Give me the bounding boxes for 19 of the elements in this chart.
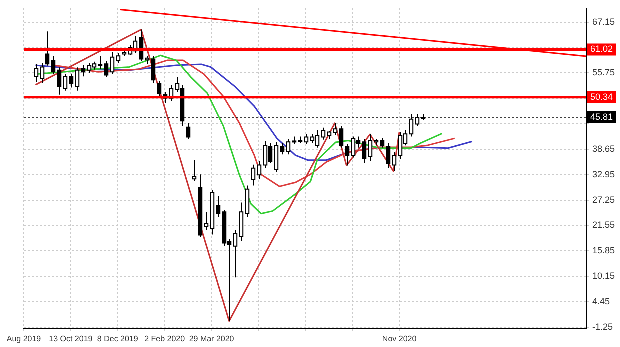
y-tick-label: 38.65 <box>592 144 616 154</box>
x-tick-label: 2 Feb 2020 <box>144 334 186 344</box>
y-tick-label: 10.15 <box>592 270 616 281</box>
ref-line-label: 50.34 <box>590 92 614 102</box>
x-tick-label: Nov 2020 <box>382 334 418 344</box>
x-tick-label: 13 Oct 2019 <box>49 334 94 344</box>
y-tick-label: 27.25 <box>592 194 616 205</box>
ref-line-label: 61.02 <box>590 44 614 54</box>
y-tick-label: 55.75 <box>592 68 616 78</box>
y-tick-label: 32.95 <box>592 169 616 180</box>
y-tick-label: 15.85 <box>592 246 616 256</box>
x-tick-label: 8 Dec 2019 <box>97 334 139 344</box>
ref-line-label: 45.81 <box>590 112 614 122</box>
y-tick-label: -1.25 <box>592 322 613 332</box>
y-tick-label: 21.55 <box>592 220 616 230</box>
x-tick-label: 29 Mar 2020 <box>189 334 235 344</box>
y-tick-label: 67.15 <box>592 16 616 27</box>
y-tick-label: 4.45 <box>592 296 610 306</box>
x-tick-label: Aug 2019 <box>6 334 42 344</box>
